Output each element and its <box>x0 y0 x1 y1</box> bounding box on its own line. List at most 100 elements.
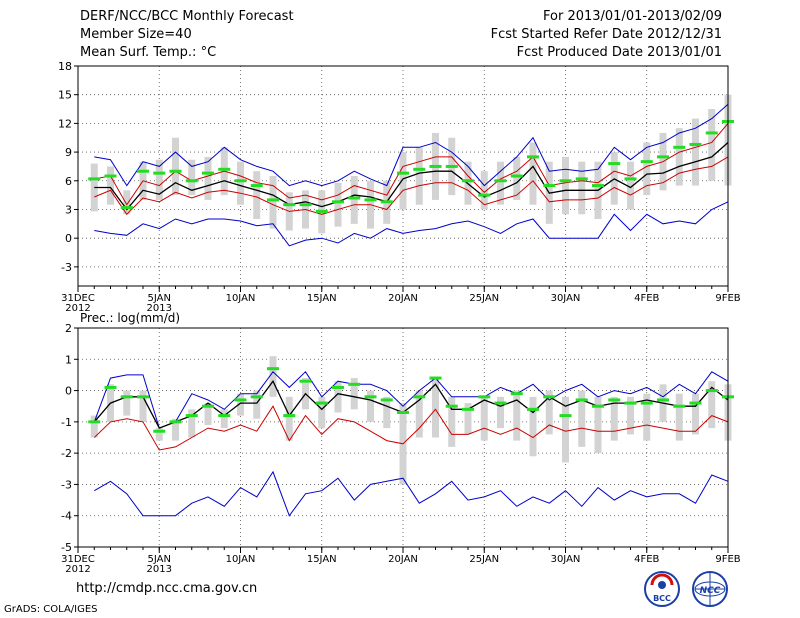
panel1-ytick-label: 6 <box>65 175 72 188</box>
panel2-ytick-label: -4 <box>61 510 72 523</box>
panel1-box <box>513 156 521 200</box>
ncc-logo-icon: NCC <box>692 571 728 607</box>
panel1-median-mark <box>527 155 539 159</box>
panel2-median-mark <box>283 414 296 418</box>
panel1-box <box>334 182 342 227</box>
panel2-median-mark <box>315 401 328 405</box>
panel2-median-mark <box>510 392 523 396</box>
panel1-box <box>692 118 699 186</box>
panel2-xtick-label: 4FEB <box>634 554 659 565</box>
panel2-ytick-label: -5 <box>61 541 72 554</box>
panel2-median-mark <box>153 429 166 433</box>
panel2-xtick-label: 30JAN <box>551 554 581 565</box>
panel2-ytick-label: 1 <box>65 353 72 366</box>
panel2-xtick-label: 5JAN <box>148 554 171 565</box>
panel1-box <box>204 156 212 200</box>
panel1-median-mark <box>120 206 133 210</box>
panel2-median-mark <box>137 395 149 399</box>
panel2-median-mark <box>592 404 604 408</box>
panel1-median-mark <box>689 142 702 146</box>
panel1-box <box>529 142 537 205</box>
panel2-box <box>334 381 342 413</box>
panel1-median-mark <box>250 184 263 188</box>
panel2-box <box>448 396 456 447</box>
panel2-median-mark <box>364 395 377 399</box>
panel1-median-mark <box>364 198 377 202</box>
panel2-xtick-label: 9FEB <box>715 554 740 565</box>
panel1-ytick-label: 3 <box>65 203 72 216</box>
panel1-xtick-sublabel: 2013 <box>147 303 172 314</box>
panel1-median-mark <box>559 179 572 183</box>
panel1-box <box>643 142 651 196</box>
panel1-median-mark <box>169 169 182 173</box>
panel2-median-mark <box>380 398 393 402</box>
panel1-median-mark <box>657 155 669 159</box>
panel1-median-mark <box>705 131 718 135</box>
panel1-xtick-label: 20JAN <box>388 293 418 304</box>
panel2-box <box>367 390 374 422</box>
panel1-xtick-label: 30JAN <box>551 293 581 304</box>
panel1-median-mark <box>283 203 296 207</box>
panel1-box <box>708 109 716 181</box>
panel1-ytick-label: 0 <box>65 232 72 245</box>
panel1-median-mark <box>624 177 637 181</box>
footer-url[interactable]: http://cmdp.ncc.cma.gov.cn <box>76 581 258 596</box>
panel1-box <box>90 163 98 212</box>
panel1-median-mark <box>185 179 198 183</box>
panel2-median-mark <box>250 395 263 399</box>
panel1-xtick-sublabel: 2012 <box>65 303 90 314</box>
panel2-median-mark <box>267 367 279 371</box>
panel2-median-mark <box>397 410 409 414</box>
panel1-series-upper <box>94 123 729 206</box>
panel1-box <box>578 161 586 215</box>
forecast-started-date: Fcst Started Refer Date 2012/12/31 <box>490 27 722 42</box>
panel1-median-mark <box>267 198 279 202</box>
panel1-box <box>269 176 277 229</box>
forecast-produced-date: Fcst Produced Date 2013/01/01 <box>516 45 722 60</box>
panel2-median-mark <box>234 398 247 402</box>
panel1-xtick-label: 9FEB <box>715 293 740 304</box>
bcc-logo-icon: BCC <box>644 571 680 607</box>
panel1-box <box>107 166 114 205</box>
panel1-ytick-label: -3 <box>61 261 72 274</box>
panel2-box <box>627 396 634 435</box>
panel1-box <box>415 147 423 205</box>
panel2-median-mark <box>527 407 539 411</box>
panel2-median-mark <box>332 385 344 389</box>
panel1-xtick-label: 15JAN <box>307 293 337 304</box>
panel2-median-mark <box>185 414 198 418</box>
panel1-median-mark <box>673 145 686 149</box>
panel2-median-mark <box>543 395 556 399</box>
panel2-median-mark <box>559 414 572 418</box>
forecast-period: For 2013/01/01-2013/02/09 <box>543 9 722 24</box>
panel1-median-mark <box>543 184 556 188</box>
panel1-median-mark <box>413 167 426 171</box>
panel1-ytick-label: 9 <box>65 146 72 159</box>
panel1-box <box>480 171 488 210</box>
panel2-xtick-label: 10JAN <box>226 554 256 565</box>
panel1-median-mark <box>640 160 653 164</box>
panel2-box <box>513 390 521 441</box>
panel2-median-mark <box>689 401 702 405</box>
panel1-median-mark <box>478 193 491 197</box>
panel2-median-mark <box>120 395 133 399</box>
panel2-median-mark <box>413 395 426 399</box>
panel1-box <box>253 171 261 220</box>
panel2-box <box>432 378 439 438</box>
panel1-median-mark <box>234 179 247 183</box>
panel2-box <box>480 396 488 441</box>
panel2-box <box>269 356 277 397</box>
panel1-median-mark <box>380 200 393 204</box>
panel2-median-mark <box>575 398 588 402</box>
panel1-series-max <box>94 103 729 187</box>
panel1-median-mark <box>592 184 604 188</box>
panel2-box <box>643 393 651 441</box>
panel2-median-mark <box>494 401 507 405</box>
panel2-median-mark <box>478 395 491 399</box>
panel2-median-mark <box>88 420 101 424</box>
panel2-median-mark <box>429 376 442 380</box>
panel1-ytick-label: 12 <box>58 117 72 130</box>
panel1-median-mark <box>397 171 409 175</box>
panel1-median-mark <box>299 203 312 207</box>
